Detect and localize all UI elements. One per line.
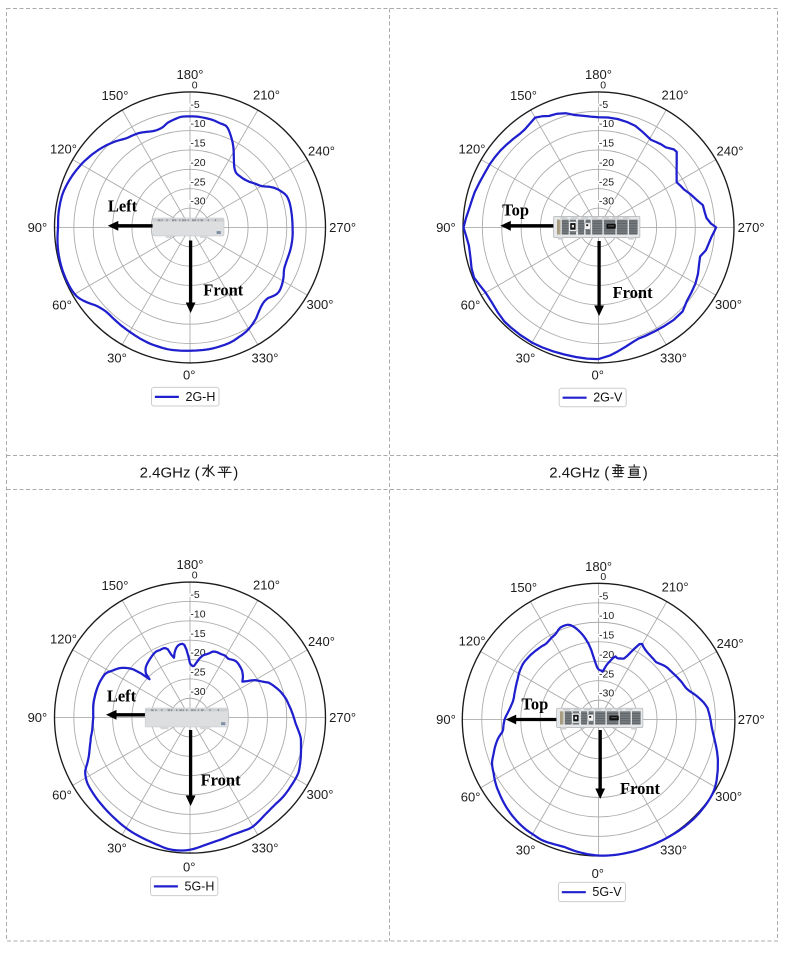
svg-text:Front: Front <box>613 283 654 302</box>
svg-text:Front: Front <box>201 771 242 790</box>
svg-text:90°: 90° <box>436 712 456 727</box>
svg-text:270°: 270° <box>329 710 356 725</box>
svg-text:330°: 330° <box>252 350 279 365</box>
svg-text:-30: -30 <box>599 196 614 208</box>
svg-text:240°: 240° <box>308 144 335 159</box>
svg-text:-30: -30 <box>190 686 205 698</box>
svg-text:90°: 90° <box>28 710 48 725</box>
svg-text:180°: 180° <box>585 559 612 574</box>
svg-text:-5: -5 <box>190 99 199 111</box>
svg-text:150°: 150° <box>510 88 537 103</box>
svg-text:300°: 300° <box>307 787 334 802</box>
svg-text:30°: 30° <box>107 841 127 856</box>
svg-text:150°: 150° <box>102 578 129 593</box>
svg-text:0°: 0° <box>183 368 195 383</box>
svg-text:-25: -25 <box>190 176 205 188</box>
svg-text:-15: -15 <box>190 628 205 640</box>
svg-text:-10: -10 <box>599 610 614 622</box>
svg-text:150°: 150° <box>102 88 129 103</box>
svg-text:2.4GHz (: 2.4GHz ( <box>549 464 609 481</box>
svg-text:210°: 210° <box>662 87 689 102</box>
svg-text:300°: 300° <box>715 297 742 312</box>
svg-text:Front: Front <box>620 779 661 798</box>
svg-text:0: 0 <box>600 571 606 583</box>
svg-text:-30: -30 <box>599 688 614 700</box>
svg-text:0°: 0° <box>592 866 604 881</box>
svg-text:210°: 210° <box>662 580 689 595</box>
svg-text:0: 0 <box>600 80 606 92</box>
svg-text:60°: 60° <box>461 790 481 805</box>
svg-text:300°: 300° <box>715 789 742 804</box>
svg-text:-10: -10 <box>190 118 205 130</box>
svg-text:120°: 120° <box>50 632 77 647</box>
svg-text:30°: 30° <box>107 350 127 365</box>
svg-text:240°: 240° <box>717 144 744 159</box>
svg-text:180°: 180° <box>585 67 612 82</box>
svg-text:90°: 90° <box>28 220 48 235</box>
svg-text:2.4GHz (: 2.4GHz ( <box>140 464 200 481</box>
svg-text:Left: Left <box>108 197 138 216</box>
svg-text:240°: 240° <box>308 634 335 649</box>
svg-text:5G-H: 5G-H <box>185 879 215 893</box>
svg-text:240°: 240° <box>717 636 744 651</box>
svg-text:Left: Left <box>107 686 137 705</box>
svg-text:180°: 180° <box>177 557 204 572</box>
svg-text:-20: -20 <box>190 647 205 659</box>
svg-text:60°: 60° <box>52 297 72 312</box>
svg-text:-5: -5 <box>599 99 608 111</box>
svg-text:Top: Top <box>502 201 529 220</box>
svg-text:270°: 270° <box>329 220 356 235</box>
svg-text:): ) <box>233 464 238 481</box>
svg-text:330°: 330° <box>252 841 279 856</box>
svg-text:-10: -10 <box>190 608 205 620</box>
svg-text:330°: 330° <box>660 843 687 858</box>
svg-text:120°: 120° <box>50 141 77 156</box>
svg-text:-5: -5 <box>599 590 608 602</box>
svg-text:Front: Front <box>203 281 244 300</box>
svg-text:210°: 210° <box>253 87 280 102</box>
svg-text:0°: 0° <box>183 859 195 874</box>
svg-text:0°: 0° <box>591 368 603 383</box>
svg-text:2G-H: 2G-H <box>186 390 216 404</box>
svg-text:5G-V: 5G-V <box>592 885 622 899</box>
svg-text:Top: Top <box>521 695 548 714</box>
svg-text:30°: 30° <box>516 350 536 365</box>
svg-text:-20: -20 <box>190 157 205 169</box>
svg-text:120°: 120° <box>459 634 486 649</box>
svg-text:-5: -5 <box>190 589 199 601</box>
svg-text:-25: -25 <box>599 176 614 188</box>
svg-text:-15: -15 <box>599 138 614 150</box>
svg-text:270°: 270° <box>738 712 765 727</box>
svg-text:210°: 210° <box>253 578 280 593</box>
svg-text:): ) <box>643 464 648 481</box>
svg-text:150°: 150° <box>510 580 537 595</box>
svg-text:300°: 300° <box>307 297 334 312</box>
svg-text:60°: 60° <box>461 297 481 312</box>
svg-text:-25: -25 <box>190 667 205 679</box>
svg-text:0: 0 <box>192 570 198 582</box>
svg-text:270°: 270° <box>738 220 765 235</box>
svg-text:330°: 330° <box>660 350 687 365</box>
svg-text:-20: -20 <box>599 157 614 169</box>
svg-text:2G-V: 2G-V <box>593 391 623 405</box>
svg-text:-30: -30 <box>190 196 205 208</box>
svg-text:30°: 30° <box>516 843 536 858</box>
svg-text:180°: 180° <box>177 67 204 82</box>
svg-text:90°: 90° <box>436 220 456 235</box>
svg-text:60°: 60° <box>52 788 72 803</box>
svg-text:0: 0 <box>192 80 198 92</box>
svg-text:120°: 120° <box>459 141 486 156</box>
svg-text:-15: -15 <box>599 629 614 641</box>
svg-text:-10: -10 <box>599 118 614 130</box>
svg-text:-15: -15 <box>190 138 205 150</box>
